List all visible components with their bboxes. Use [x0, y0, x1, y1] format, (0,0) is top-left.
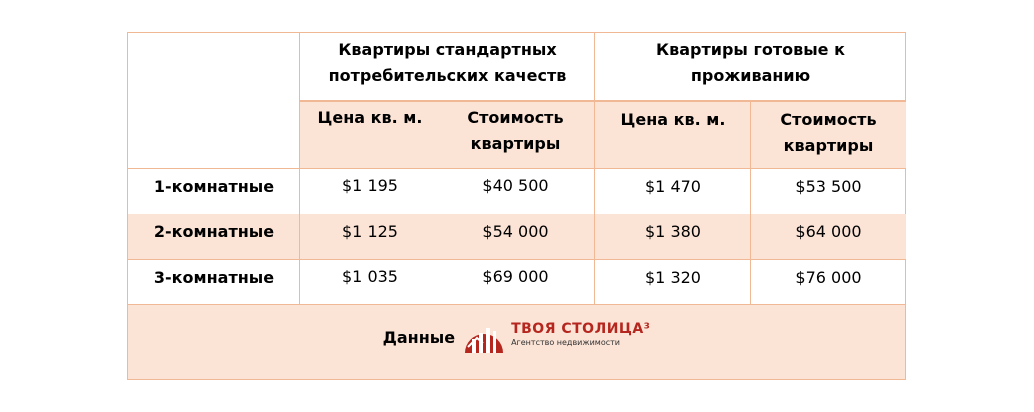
logo-brand: ТВОЯ СТОЛИЦА³ — [511, 321, 651, 337]
cell-value: $69 000 — [482, 267, 549, 286]
row-label: 3-комнатные — [128, 259, 300, 305]
agency-logo: ТВОЯ СТОЛИЦА³ Агентство недвижимости — [463, 319, 650, 353]
subheader-apartment-cost-standard: Стоимость квартиры — [467, 108, 564, 153]
row-label: 1-комнатные — [128, 168, 300, 214]
subheader-group1 — [299, 100, 595, 169]
corner-cell — [128, 33, 300, 101]
footer-source: Данные ТВОЯ СТОЛИЦА³ Агентство недвижимо… — [128, 304, 905, 379]
cell-value: $1 470 — [594, 168, 751, 214]
cell-value: $54 000 — [482, 222, 549, 241]
cell-value: $53 500 — [750, 168, 906, 214]
subheader-apartment-cost-ready: Стоимость квартиры — [750, 100, 906, 169]
row-group1 — [299, 214, 595, 260]
logo-tagline: Агентство недвижимости — [511, 338, 620, 347]
row-label: 2-комнатные — [128, 214, 300, 260]
subheader-price-sqm-ready: Цена кв. м. — [594, 100, 751, 169]
price-table: Квартиры стандартных потребительских кач… — [127, 32, 906, 380]
cell-value: $76 000 — [750, 259, 906, 305]
cell-value: $1 125 — [342, 222, 398, 241]
cell-value: $64 000 — [750, 214, 906, 260]
subheader-price-sqm-standard: Цена кв. м. — [317, 108, 423, 127]
group-header-standard: Квартиры стандартных потребительских кач… — [299, 33, 595, 101]
cell-value: $1 195 — [342, 176, 398, 195]
footer-label: Данные — [382, 328, 456, 347]
cell-value: $1 035 — [342, 267, 398, 286]
row-group1 — [299, 168, 595, 214]
cell-value: $1 380 — [594, 214, 751, 260]
row-group1 — [299, 259, 595, 305]
building-logo-icon — [465, 328, 504, 353]
group-header-ready: Квартиры готовые к проживанию — [594, 33, 906, 101]
cell-value: $40 500 — [482, 176, 549, 195]
cell-value: $1 320 — [594, 259, 751, 305]
